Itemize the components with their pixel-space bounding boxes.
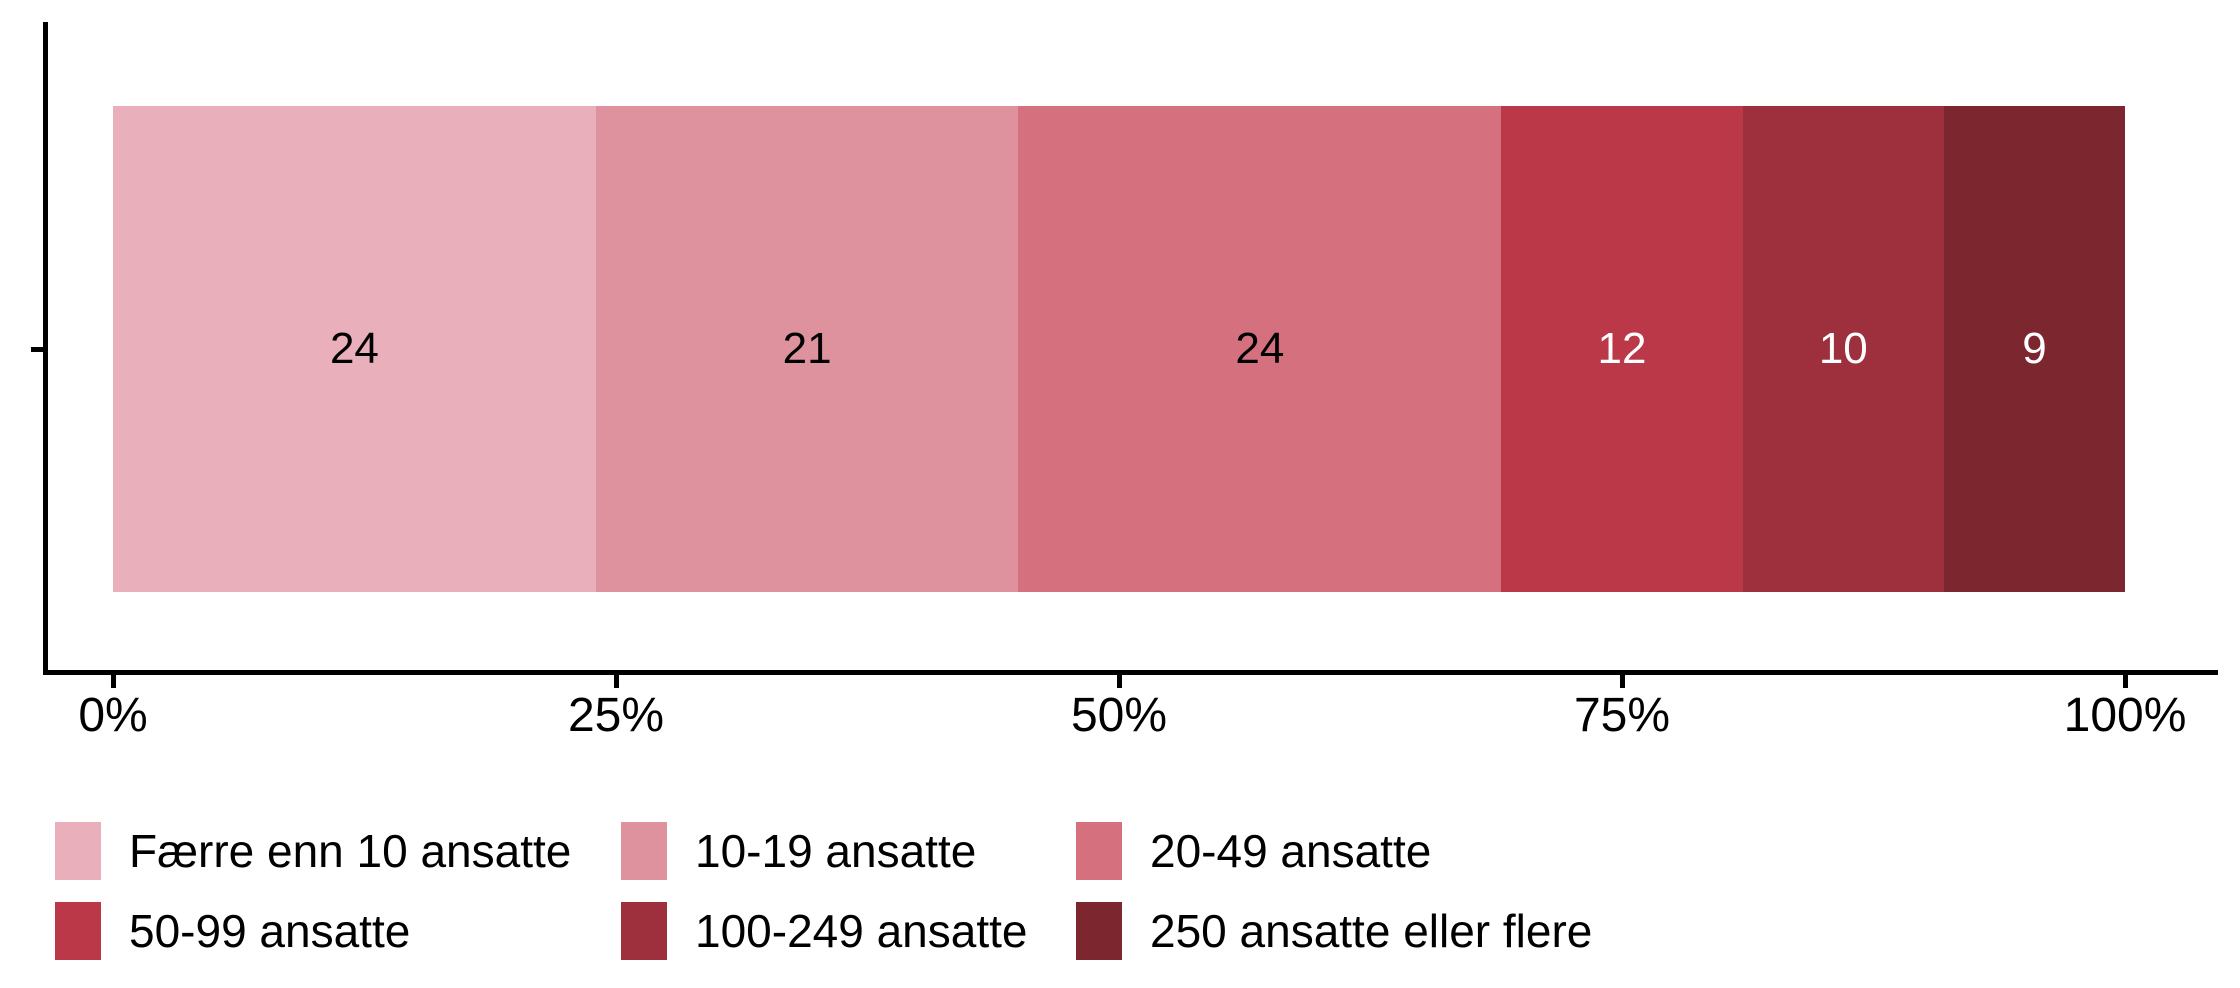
legend-swatch [1076,902,1122,960]
legend-label: 20-49 ansatte [1150,825,1432,877]
stacked-bar: 24 21 24 12 10 9 [113,106,2125,592]
x-axis-tick-label: 50% [1070,689,1168,742]
x-axis-tick [1116,675,1122,688]
x-axis-tick-label: 0% [78,689,148,742]
bar-segment: 12 [1501,106,1743,592]
legend-item: 50-99 ansatte [55,902,410,960]
legend-swatch [55,822,101,880]
bar-segment: 24 [1018,106,1502,592]
y-axis-tick [31,347,43,352]
legend-item: Færre enn 10 ansatte [55,822,571,880]
legend-label: 10-19 ansatte [695,825,977,877]
legend-item: 250 ansatte eller flere [1076,902,1592,960]
x-axis-tick-label: 25% [567,689,665,742]
bar-segment: 21 [595,106,1019,592]
legend-swatch [621,902,667,960]
x-axis-tick [2122,675,2128,688]
segment-value-label: 9 [2022,324,2047,373]
legend-swatch [621,822,667,880]
x-axis-tick-label: 100% [2063,689,2187,742]
bar-segment: 24 [113,106,596,592]
x-axis-tick [1619,675,1625,688]
segment-value-label: 10 [1818,324,1868,373]
legend-swatch [55,902,101,960]
legend-item: 20-49 ansatte [1076,822,1431,880]
bar-segment: 10 [1742,106,1944,592]
legend-label: Færre enn 10 ansatte [129,825,572,877]
legend-label: 100-249 ansatte [695,905,1028,957]
x-axis-tick [613,675,619,688]
segment-value-label: 24 [329,324,379,373]
bar-segment: 9 [1943,106,2125,592]
y-axis-line [43,22,48,675]
legend-label: 50-99 ansatte [129,905,411,957]
legend-item: 10-19 ansatte [621,822,976,880]
segment-value-label: 12 [1597,324,1647,373]
x-axis-tick [110,675,116,688]
x-axis-line [43,670,2218,675]
legend-swatch [1076,822,1122,880]
legend-item: 100-249 ansatte [621,902,1028,960]
legend-label: 250 ansatte eller flere [1150,905,1593,957]
segment-value-label: 21 [782,324,832,373]
x-axis-tick-label: 75% [1573,689,1671,742]
segment-value-label: 24 [1235,324,1285,373]
